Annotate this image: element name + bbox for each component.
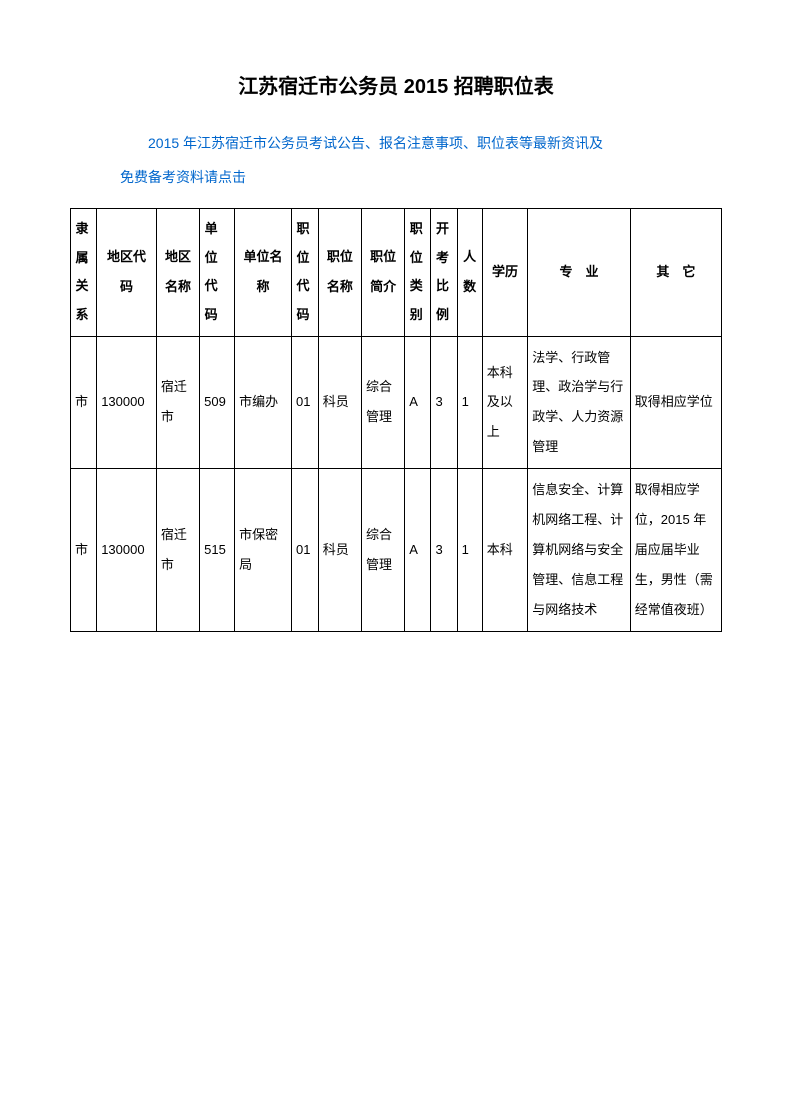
cell-other: 取得相应学位，2015 年届应届毕业生，男性（需经常值夜班）	[630, 469, 721, 631]
cell-other: 取得相应学位	[630, 336, 721, 469]
cell-unit-name: 市编办	[235, 336, 292, 469]
subtitle-text-2: 免费备考资料请点击	[70, 161, 722, 195]
header-count: 人数	[457, 209, 482, 336]
cell-region-code: 130000	[97, 336, 157, 469]
header-position-name: 职位名称	[318, 209, 361, 336]
positions-table: 隶属关系 地区代码 地区名称 单位代码 单位名称 职位代码 职位名称 职位简介 …	[70, 208, 722, 631]
header-position-type: 职位类别	[405, 209, 431, 336]
cell-affiliation: 市	[71, 469, 97, 631]
table-row: 市 130000 宿迁市 509 市编办 01 科员 综合管理 A 3 1 本科…	[71, 336, 722, 469]
page-title: 江苏宿迁市公务员 2015 招聘职位表	[70, 70, 722, 99]
cell-position-code: 01	[292, 469, 319, 631]
cell-position-desc: 综合管理	[362, 469, 405, 631]
cell-position-name: 科员	[318, 336, 361, 469]
header-education: 学历	[482, 209, 528, 336]
cell-position-type: A	[405, 469, 431, 631]
cell-position-type: A	[405, 336, 431, 469]
subtitle-link[interactable]: 2015 年江苏宿迁市公务员考试公告、报名注意事项、职位表等最新资讯及 免费备考…	[70, 127, 722, 194]
header-exam-ratio: 开考比例	[431, 209, 457, 336]
header-affiliation: 隶属关系	[71, 209, 97, 336]
cell-region-name: 宿迁市	[156, 469, 199, 631]
cell-position-name: 科员	[318, 469, 361, 631]
cell-education: 本科	[482, 469, 528, 631]
cell-unit-code: 509	[200, 336, 235, 469]
cell-unit-name: 市保密局	[235, 469, 292, 631]
cell-count: 1	[457, 469, 482, 631]
cell-region-code: 130000	[97, 469, 157, 631]
cell-exam-ratio: 3	[431, 336, 457, 469]
cell-major: 信息安全、计算机网络工程、计算机网络与安全管理、信息工程与网络技术	[528, 469, 631, 631]
header-region-code: 地区代码	[97, 209, 157, 336]
header-other: 其 它	[630, 209, 721, 336]
header-position-code: 职位代码	[292, 209, 319, 336]
cell-count: 1	[457, 336, 482, 469]
table-row: 市 130000 宿迁市 515 市保密局 01 科员 综合管理 A 3 1 本…	[71, 469, 722, 631]
table-header-row: 隶属关系 地区代码 地区名称 单位代码 单位名称 职位代码 职位名称 职位简介 …	[71, 209, 722, 336]
header-region-name: 地区名称	[156, 209, 199, 336]
cell-exam-ratio: 3	[431, 469, 457, 631]
header-unit-name: 单位名称	[235, 209, 292, 336]
cell-affiliation: 市	[71, 336, 97, 469]
cell-region-name: 宿迁市	[156, 336, 199, 469]
cell-position-desc: 综合管理	[362, 336, 405, 469]
cell-position-code: 01	[292, 336, 319, 469]
header-position-desc: 职位简介	[362, 209, 405, 336]
subtitle-text-1: 2015 年江苏宿迁市公务员考试公告、报名注意事项、职位表等最新资讯及	[120, 127, 722, 161]
header-major: 专 业	[528, 209, 631, 336]
cell-education: 本科及以上	[482, 336, 528, 469]
header-unit-code: 单位代码	[200, 209, 235, 336]
cell-major: 法学、行政管理、政治学与行政学、人力资源管理	[528, 336, 631, 469]
cell-unit-code: 515	[200, 469, 235, 631]
